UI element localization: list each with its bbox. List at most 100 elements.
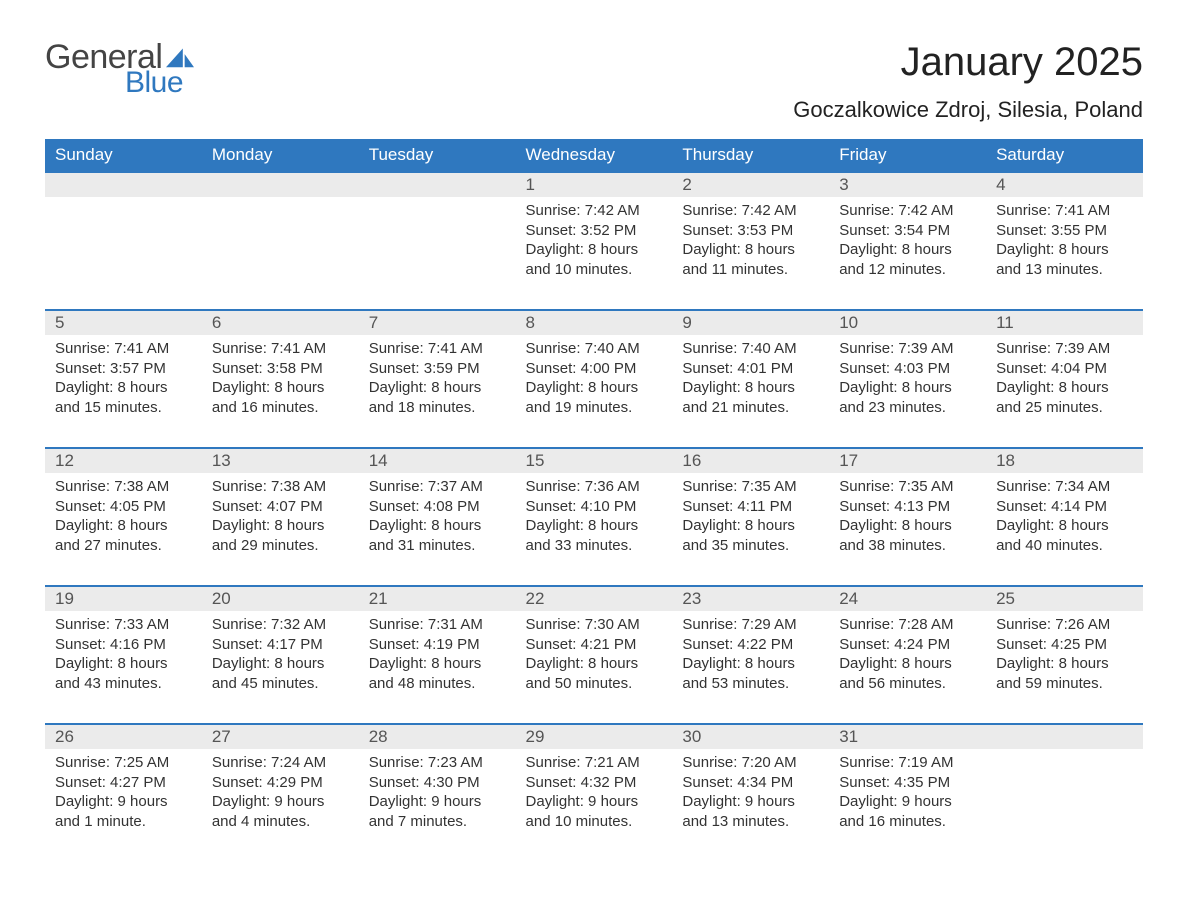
day-info-line: Sunset: 3:54 PM [839,221,976,241]
week-number-row: 262728293031 [45,724,1143,749]
calendar-body: 1234Sunrise: 7:42 AMSunset: 3:52 PMDayli… [45,172,1143,861]
day-info-line: Sunrise: 7:42 AM [839,201,976,221]
day-info-line: Sunset: 4:14 PM [996,497,1133,517]
day-info-line: Daylight: 8 hours [682,378,819,398]
day-header: Wednesday [516,139,673,172]
day-info-line: and 23 minutes. [839,398,976,418]
day-header: Saturday [986,139,1143,172]
day-info-line: Sunrise: 7:23 AM [369,753,506,773]
day-info-line: and 13 minutes. [996,260,1133,280]
day-info-line: Sunrise: 7:26 AM [996,615,1133,635]
day-number-cell: 31 [829,724,986,749]
day-number-cell: 11 [986,310,1143,335]
day-info-line: Sunset: 4:19 PM [369,635,506,655]
day-info-line: Sunset: 4:13 PM [839,497,976,517]
day-info-line: Sunset: 3:55 PM [996,221,1133,241]
day-content-cell: Sunrise: 7:25 AMSunset: 4:27 PMDaylight:… [45,749,202,861]
day-number-cell: 20 [202,586,359,611]
day-info-line: Sunset: 4:21 PM [526,635,663,655]
day-header: Sunday [45,139,202,172]
day-content-cell: Sunrise: 7:20 AMSunset: 4:34 PMDaylight:… [672,749,829,861]
day-content-cell: Sunrise: 7:41 AMSunset: 3:57 PMDaylight:… [45,335,202,448]
day-info-line: Sunrise: 7:35 AM [839,477,976,497]
day-info-line: Daylight: 8 hours [526,516,663,536]
day-info-line: and 12 minutes. [839,260,976,280]
day-info-line: Sunrise: 7:38 AM [55,477,192,497]
day-info-line: Sunrise: 7:33 AM [55,615,192,635]
day-info-line: Sunrise: 7:38 AM [212,477,349,497]
day-content-cell: Sunrise: 7:41 AMSunset: 3:55 PMDaylight:… [986,197,1143,310]
day-info-line: Sunrise: 7:19 AM [839,753,976,773]
day-info-line: and 10 minutes. [526,260,663,280]
day-info-line: and 33 minutes. [526,536,663,556]
day-info-line: and 4 minutes. [212,812,349,832]
day-info-line: Sunset: 4:11 PM [682,497,819,517]
day-info-line: Daylight: 8 hours [212,516,349,536]
day-content-cell: Sunrise: 7:37 AMSunset: 4:08 PMDaylight:… [359,473,516,586]
day-info-line: and 18 minutes. [369,398,506,418]
day-info-line: and 48 minutes. [369,674,506,694]
day-number-cell: 24 [829,586,986,611]
day-info-line: Sunrise: 7:29 AM [682,615,819,635]
day-info-line: Daylight: 8 hours [369,516,506,536]
day-content-cell: Sunrise: 7:24 AMSunset: 4:29 PMDaylight:… [202,749,359,861]
day-info-line: Sunrise: 7:21 AM [526,753,663,773]
day-info-line: and 35 minutes. [682,536,819,556]
day-info-line: Sunset: 3:59 PM [369,359,506,379]
page: General Blue January 2025 Goczalkowice Z… [0,0,1188,911]
day-info-line: Sunset: 4:07 PM [212,497,349,517]
day-info-line: Daylight: 9 hours [526,792,663,812]
day-info-line: Sunset: 4:29 PM [212,773,349,793]
day-info-line: Sunset: 4:16 PM [55,635,192,655]
month-title: January 2025 [793,40,1143,85]
day-content-cell: Sunrise: 7:33 AMSunset: 4:16 PMDaylight:… [45,611,202,724]
sail-icon [166,44,194,68]
day-content-cell: Sunrise: 7:41 AMSunset: 3:59 PMDaylight:… [359,335,516,448]
day-info-line: Daylight: 8 hours [526,240,663,260]
day-info-line: Sunrise: 7:42 AM [526,201,663,221]
day-info-line: and 15 minutes. [55,398,192,418]
day-info-line: and 40 minutes. [996,536,1133,556]
day-info-line: and 13 minutes. [682,812,819,832]
day-info-line: Daylight: 8 hours [996,516,1133,536]
day-number-cell: 15 [516,448,673,473]
day-info-line: and 25 minutes. [996,398,1133,418]
day-info-line: Sunrise: 7:40 AM [682,339,819,359]
day-info-line: and 45 minutes. [212,674,349,694]
day-info-line: and 53 minutes. [682,674,819,694]
day-info-line: Sunset: 4:03 PM [839,359,976,379]
day-number-cell: 25 [986,586,1143,611]
day-info-line: Sunset: 4:34 PM [682,773,819,793]
day-number-cell: 23 [672,586,829,611]
week-content-row: Sunrise: 7:42 AMSunset: 3:52 PMDaylight:… [45,197,1143,310]
day-info-line: Sunset: 4:30 PM [369,773,506,793]
week-content-row: Sunrise: 7:25 AMSunset: 4:27 PMDaylight:… [45,749,1143,861]
day-info-line: Sunrise: 7:40 AM [526,339,663,359]
day-info-line: Sunset: 4:00 PM [526,359,663,379]
day-content-cell: Sunrise: 7:31 AMSunset: 4:19 PMDaylight:… [359,611,516,724]
day-number-cell: 13 [202,448,359,473]
day-info-line: Sunset: 4:25 PM [996,635,1133,655]
day-info-line: Daylight: 8 hours [682,240,819,260]
day-number-cell: 27 [202,724,359,749]
day-info-line: and 38 minutes. [839,536,976,556]
day-info-line: and 19 minutes. [526,398,663,418]
day-content-cell: Sunrise: 7:41 AMSunset: 3:58 PMDaylight:… [202,335,359,448]
day-info-line: and 7 minutes. [369,812,506,832]
day-header: Thursday [672,139,829,172]
day-info-line: and 59 minutes. [996,674,1133,694]
day-info-line: Sunset: 4:24 PM [839,635,976,655]
day-info-line: Sunrise: 7:28 AM [839,615,976,635]
logo-text-blue: Blue [125,68,194,98]
week-number-row: 567891011 [45,310,1143,335]
day-content-cell: Sunrise: 7:39 AMSunset: 4:04 PMDaylight:… [986,335,1143,448]
day-info-line: Sunrise: 7:41 AM [996,201,1133,221]
calendar-header-row: SundayMondayTuesdayWednesdayThursdayFrid… [45,139,1143,172]
day-content-cell [986,749,1143,861]
day-content-cell: Sunrise: 7:26 AMSunset: 4:25 PMDaylight:… [986,611,1143,724]
week-number-row: 1234 [45,172,1143,197]
day-number-cell: 8 [516,310,673,335]
day-content-cell: Sunrise: 7:28 AMSunset: 4:24 PMDaylight:… [829,611,986,724]
day-info-line: Sunrise: 7:41 AM [369,339,506,359]
day-info-line: and 16 minutes. [212,398,349,418]
